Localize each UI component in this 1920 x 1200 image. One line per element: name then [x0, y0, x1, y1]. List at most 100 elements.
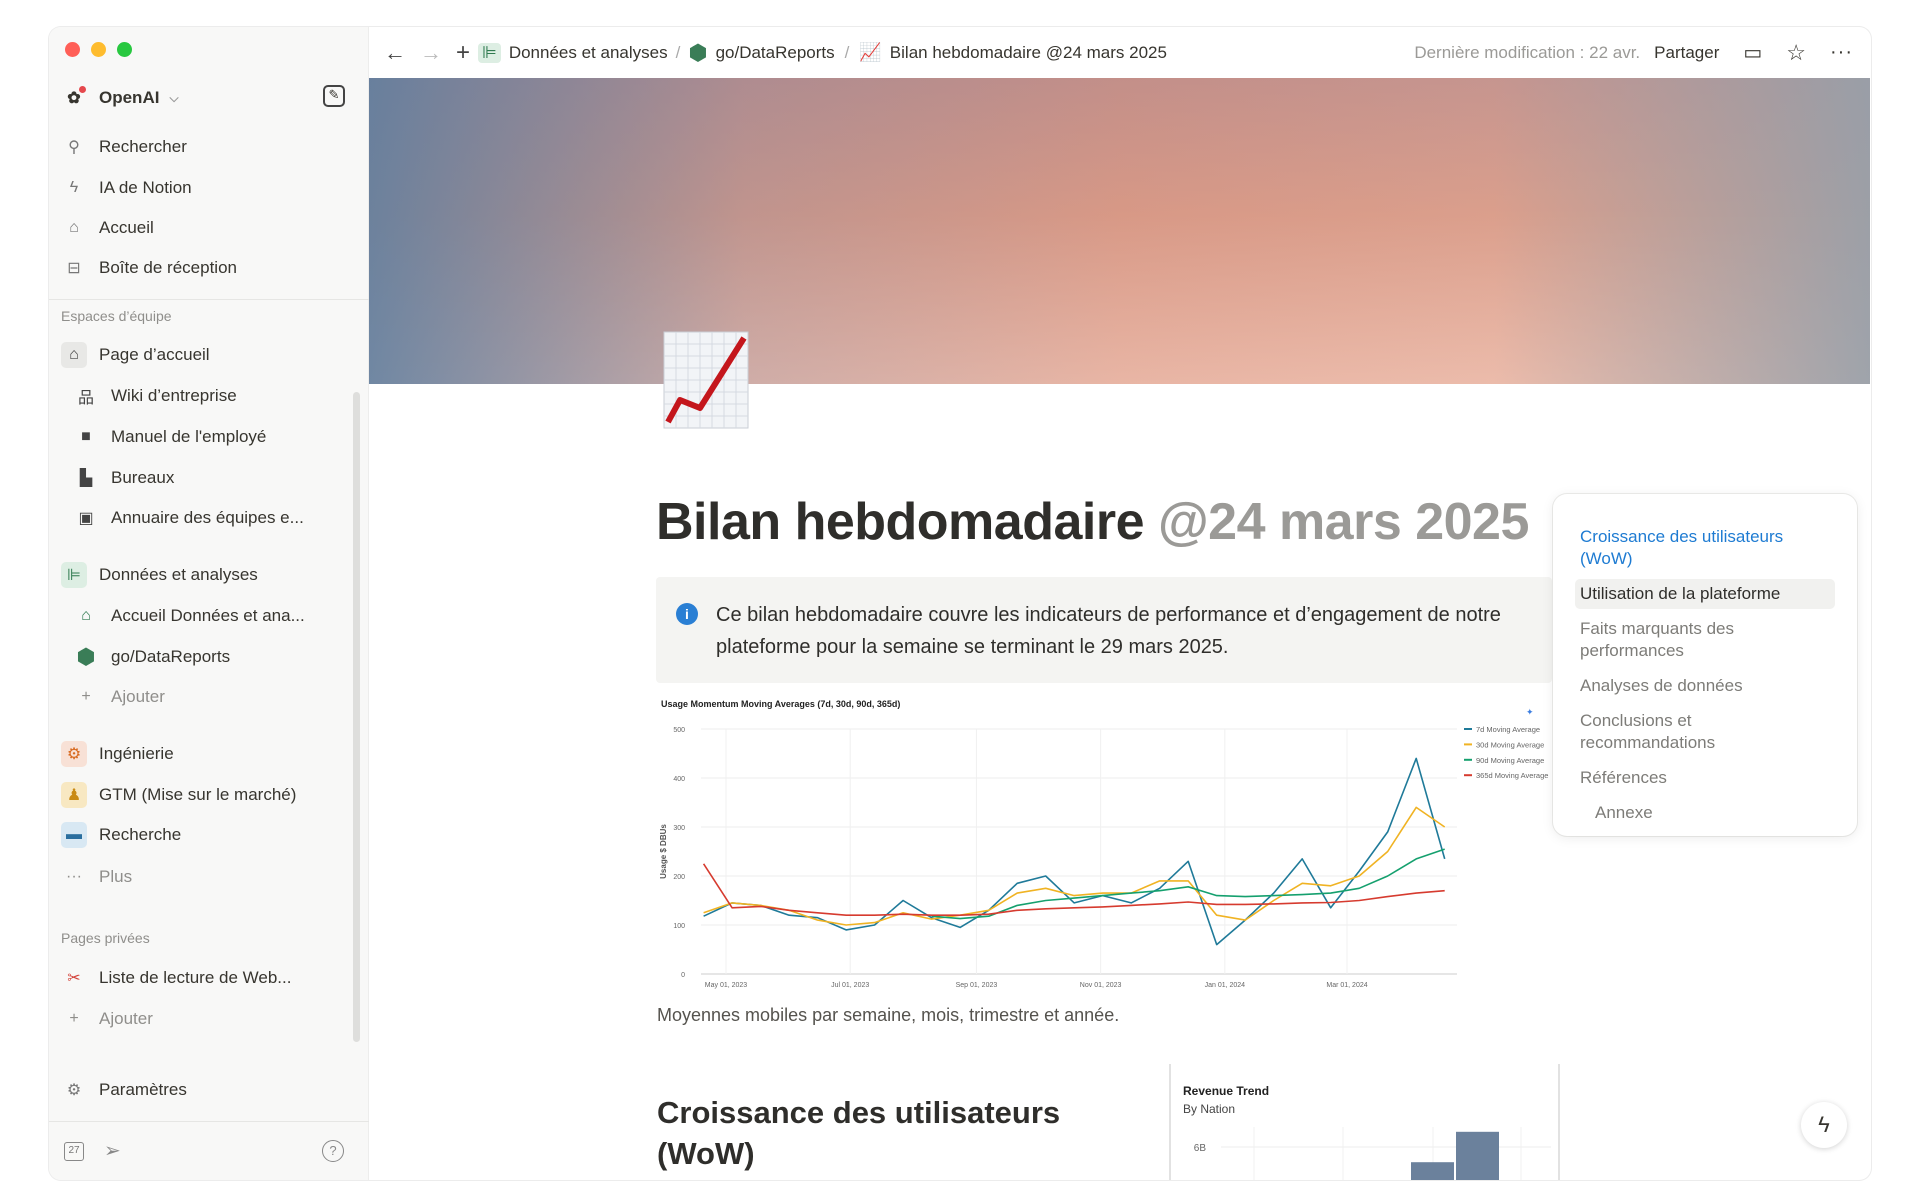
x-tick-label: May 01, 2023: [705, 982, 748, 989]
sidebar-item-search[interactable]: ⚲ Rechercher: [61, 130, 187, 164]
chart-title: Usage Momentum Moving Averages (7d, 30d,…: [661, 699, 900, 709]
legend-label: 7d Moving Average: [1476, 725, 1540, 734]
chart-icon: ⊫: [478, 42, 501, 63]
minimize-window-button[interactable]: [91, 42, 106, 57]
date-mention[interactable]: @24 mars 2025: [1157, 493, 1529, 551]
home-icon: ⌂: [69, 219, 79, 236]
sidebar-add-private-button[interactable]: + Ajouter: [61, 1002, 153, 1036]
toc-item[interactable]: Analyses de données: [1580, 676, 1743, 695]
page-cover[interactable]: [369, 78, 1870, 384]
sidebar-item-label: Ingénierie: [99, 744, 174, 763]
y-tick-label: 200: [673, 874, 685, 881]
usage-chart-svg: Usage Momentum Moving Averages (7d, 30d,…: [659, 699, 1548, 989]
y-tick-label: 6B: [1194, 1143, 1207, 1154]
x-tick-label: Jul 01, 2023: [831, 982, 869, 989]
calendar-icon[interactable]: 27: [64, 1142, 84, 1161]
revenue-chart[interactable]: Revenue Trend By Nation 6B: [1169, 1064, 1560, 1180]
notion-ai-icon: ϟ: [1818, 1112, 1830, 1137]
sidebar-item-directory[interactable]: ▣ Annuaire des équipes e...: [73, 501, 304, 535]
breadcrumb-separator: /: [675, 42, 681, 62]
toc-item[interactable]: Annexe: [1595, 803, 1653, 822]
toc-item[interactable]: Utilisation de la plateforme: [1575, 579, 1835, 609]
sidebar-item-label: Recherche: [99, 825, 182, 844]
share-button[interactable]: Partager: [1654, 42, 1720, 62]
contact-book-icon: ▣: [78, 510, 94, 527]
comments-icon[interactable]: ▭: [1743, 42, 1763, 64]
clipboard-icon: ▬: [61, 822, 87, 848]
sidebar-item-label: Ajouter: [99, 1009, 153, 1028]
callout-text: Ce bilan hebdomadaire couvre les indicat…: [716, 604, 1501, 658]
sidebar-item-label: Rechercher: [99, 137, 187, 156]
breadcrumb-item[interactable]: go/DataReports: [715, 42, 835, 62]
sidebar-scrollbar[interactable]: [353, 392, 360, 1042]
sidebar-item-offices[interactable]: ▙ Bureaux: [73, 461, 174, 495]
series-line-3: [702, 863, 1445, 916]
chart-increasing-icon: [663, 331, 749, 429]
maximize-window-button[interactable]: [117, 42, 132, 57]
house-icon: ⌂: [81, 607, 91, 624]
sidebar-item-label: Bureaux: [111, 468, 175, 487]
sidebar-item-label: Accueil: [99, 218, 154, 237]
callout-block[interactable]: i Ce bilan hebdomadaire couvre les indic…: [656, 577, 1552, 683]
sidebar-item-label: Plus: [99, 867, 133, 886]
sidebar-item-settings[interactable]: ⚙ Paramètres: [61, 1073, 187, 1107]
more-icon[interactable]: ···: [1830, 41, 1853, 63]
forward-icon[interactable]: →: [420, 39, 442, 65]
hexagon-icon: ⬢: [76, 644, 96, 669]
legend-label: 365d Moving Average: [1476, 771, 1548, 780]
divider: [49, 1121, 369, 1122]
new-tab-icon[interactable]: +: [456, 38, 471, 66]
notion-ai-button[interactable]: ϟ: [1801, 1102, 1847, 1148]
ellipsis-icon: ···: [66, 868, 82, 885]
toc-item[interactable]: Croissance des utilisateurs (WoW): [1580, 527, 1784, 568]
sidebar-item-handbook[interactable]: ■ Manuel de l'employé: [73, 420, 266, 454]
toc-item[interactable]: Références: [1580, 768, 1667, 787]
sidebar-item-notion-ai[interactable]: ϟ IA de Notion: [61, 171, 192, 205]
sidebar-add-button[interactable]: + Ajouter: [73, 680, 165, 714]
send-icon[interactable]: ➢: [104, 1140, 121, 1162]
org-chart-icon: 品: [77, 390, 94, 407]
breadcrumb-item[interactable]: Données et analyses: [508, 42, 668, 62]
building-icon: ▙: [79, 470, 93, 487]
last-edited: Dernière modification : 22 avr.: [1414, 42, 1641, 62]
plus-icon: +: [81, 688, 91, 705]
sidebar-item-label: Ajouter: [111, 687, 165, 706]
sidebar-item-research[interactable]: ▬ Recherche: [61, 818, 181, 852]
usage-chart[interactable]: Usage Momentum Moving Averages (7d, 30d,…: [656, 695, 1556, 997]
x-tick-label: Nov 01, 2023: [1080, 982, 1122, 989]
close-window-button[interactable]: [65, 42, 80, 57]
sparkle-icon: ✦: [1526, 707, 1534, 717]
sidebar-item-engineering[interactable]: ⚙ Ingénierie: [61, 737, 174, 771]
notion-ai-icon: ϟ: [69, 179, 79, 196]
help-icon[interactable]: ?: [322, 1140, 344, 1162]
revenue-chart-svg: 6B: [1194, 1127, 1551, 1180]
chart-icon: ⊫: [61, 562, 87, 588]
sidebar-more-button[interactable]: ··· Plus: [61, 860, 132, 894]
sidebar-item-inbox[interactable]: ⊟ Boîte de réception: [61, 251, 237, 285]
toc-item[interactable]: Conclusions et recommandations: [1580, 711, 1716, 752]
sidebar-item-home[interactable]: ⌂ Accueil: [61, 211, 154, 245]
sidebar-item-datareports[interactable]: ⬢ go/DataReports: [73, 640, 230, 674]
sidebar-item-reading-list[interactable]: ✂ Liste de lecture de Web...: [61, 961, 291, 995]
toc-item[interactable]: Faits marquants des performances: [1580, 619, 1735, 660]
divider: [49, 299, 369, 300]
sidebar-item-data-analytics[interactable]: ⊫ Données et analyses: [61, 558, 258, 592]
page-title[interactable]: Bilan hebdomadaire @24 mars 2025: [656, 492, 1529, 552]
workspace-switcher[interactable]: ✿ OpenAI ⌵: [61, 81, 179, 115]
sidebar-item-label: Annuaire des équipes e...: [111, 508, 304, 527]
back-icon[interactable]: ←: [384, 39, 406, 65]
sidebar-item-data-home[interactable]: ⌂ Accueil Données et ana...: [73, 599, 305, 633]
star-icon[interactable]: ☆: [1786, 39, 1807, 65]
sidebar-item-label: go/DataReports: [111, 647, 231, 666]
x-tick-label: Jan 01, 2024: [1205, 982, 1246, 989]
breadcrumb-item[interactable]: Bilan hebdomadaire @24 mars 2025: [889, 42, 1167, 62]
section-heading: Croissance des utilisateurs (WoW): [657, 1095, 1061, 1171]
revenue-chart-title: Revenue Trend: [1183, 1084, 1270, 1098]
workspace-name: OpenAI: [99, 88, 160, 107]
series-line-2: [931, 848, 1445, 920]
sidebar-item-gtm[interactable]: ♟ GTM (Mise sur le marché): [61, 778, 296, 812]
sidebar-item-wiki[interactable]: 品 Wiki d’entreprise: [73, 379, 237, 413]
sidebar-item-home-page[interactable]: ⌂ Page d’accueil: [61, 338, 210, 372]
new-page-icon[interactable]: ✎: [323, 85, 345, 107]
chevron-down-icon: ⌵: [169, 90, 179, 105]
